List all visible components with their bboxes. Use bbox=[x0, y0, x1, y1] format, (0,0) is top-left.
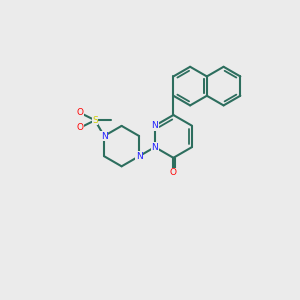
Text: N: N bbox=[101, 131, 107, 140]
Text: N: N bbox=[152, 121, 158, 130]
Text: O: O bbox=[170, 168, 177, 177]
Text: N: N bbox=[136, 152, 142, 161]
Text: O: O bbox=[76, 123, 84, 132]
Text: N: N bbox=[152, 142, 158, 152]
Text: O: O bbox=[76, 108, 84, 117]
Text: S: S bbox=[92, 116, 98, 125]
